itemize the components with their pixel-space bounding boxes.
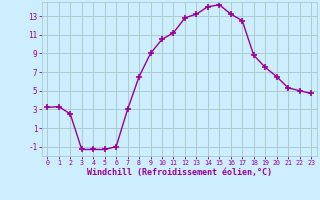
X-axis label: Windchill (Refroidissement éolien,°C): Windchill (Refroidissement éolien,°C) (87, 168, 272, 177)
